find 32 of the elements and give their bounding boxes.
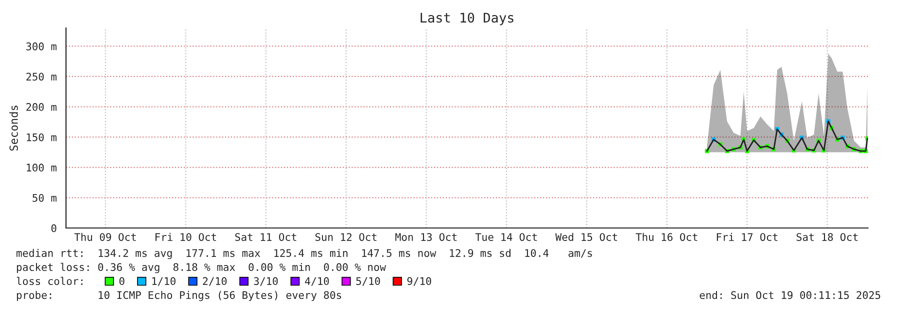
legend-label: 1/10 bbox=[152, 277, 176, 286]
line-series bbox=[706, 120, 868, 152]
text: end: Sun Oct 19 00:11:15 2025 bbox=[700, 290, 880, 300]
x-tick-label: Sat 11 Oct bbox=[235, 233, 296, 241]
y-tick-label: 50 m bbox=[32, 194, 56, 202]
x-tick-label: Fri 10 Oct bbox=[156, 232, 216, 241]
legend-title: loss color: bbox=[16, 276, 82, 286]
legend-label: 2/10 bbox=[202, 277, 227, 286]
x-tick-label: Thu 09 Oct bbox=[74, 232, 136, 241]
x-tick-label: Mon 13 Oct bbox=[395, 233, 457, 241]
y-tick-label: 100 m bbox=[26, 164, 56, 172]
chart-title: Last 10 Days bbox=[420, 12, 514, 26]
y-tick-label: 0 bbox=[51, 224, 56, 232]
y-axis-title: Seconds bbox=[9, 106, 18, 151]
y-tick-label: 250 m bbox=[26, 72, 56, 81]
x-tick-label: Sun 12 Oct bbox=[315, 233, 376, 241]
y-tick-label: 150 m bbox=[26, 133, 56, 142]
legend-label: 3/10 bbox=[254, 277, 278, 286]
x-tick-label: Sat 18 Oct bbox=[796, 233, 858, 241]
text: probe: 10 ICMP Echo Pings (56 Bytes) every 80s bbox=[16, 290, 342, 302]
y-tick-label: 200 m bbox=[26, 103, 56, 111]
legend-label: 9/10 bbox=[407, 277, 432, 286]
x-tick-label: Tue 14 Oct bbox=[475, 233, 537, 241]
x-tick-label: Wed 15 Oct bbox=[555, 232, 618, 241]
x-tick-label: Fri 17 Oct bbox=[716, 232, 778, 241]
y-tick-label: 300 m bbox=[26, 42, 56, 50]
x-tick-label: Thu 16 Oct bbox=[636, 232, 698, 241]
text: median rtt: 134.2 ms avg 177.1 ms max 125.4 ms min 147.5 ms now 12.9 ms sd 10.4 am/s bbox=[16, 248, 592, 260]
legend-label: 5/10 bbox=[356, 277, 380, 286]
text: packet loss: 0.36 % avg 8.18 % max 0.00 % min 0.00 % now bbox=[16, 262, 386, 274]
legend-label: 4/10 bbox=[304, 277, 329, 286]
legend-label: 0 bbox=[119, 277, 124, 286]
